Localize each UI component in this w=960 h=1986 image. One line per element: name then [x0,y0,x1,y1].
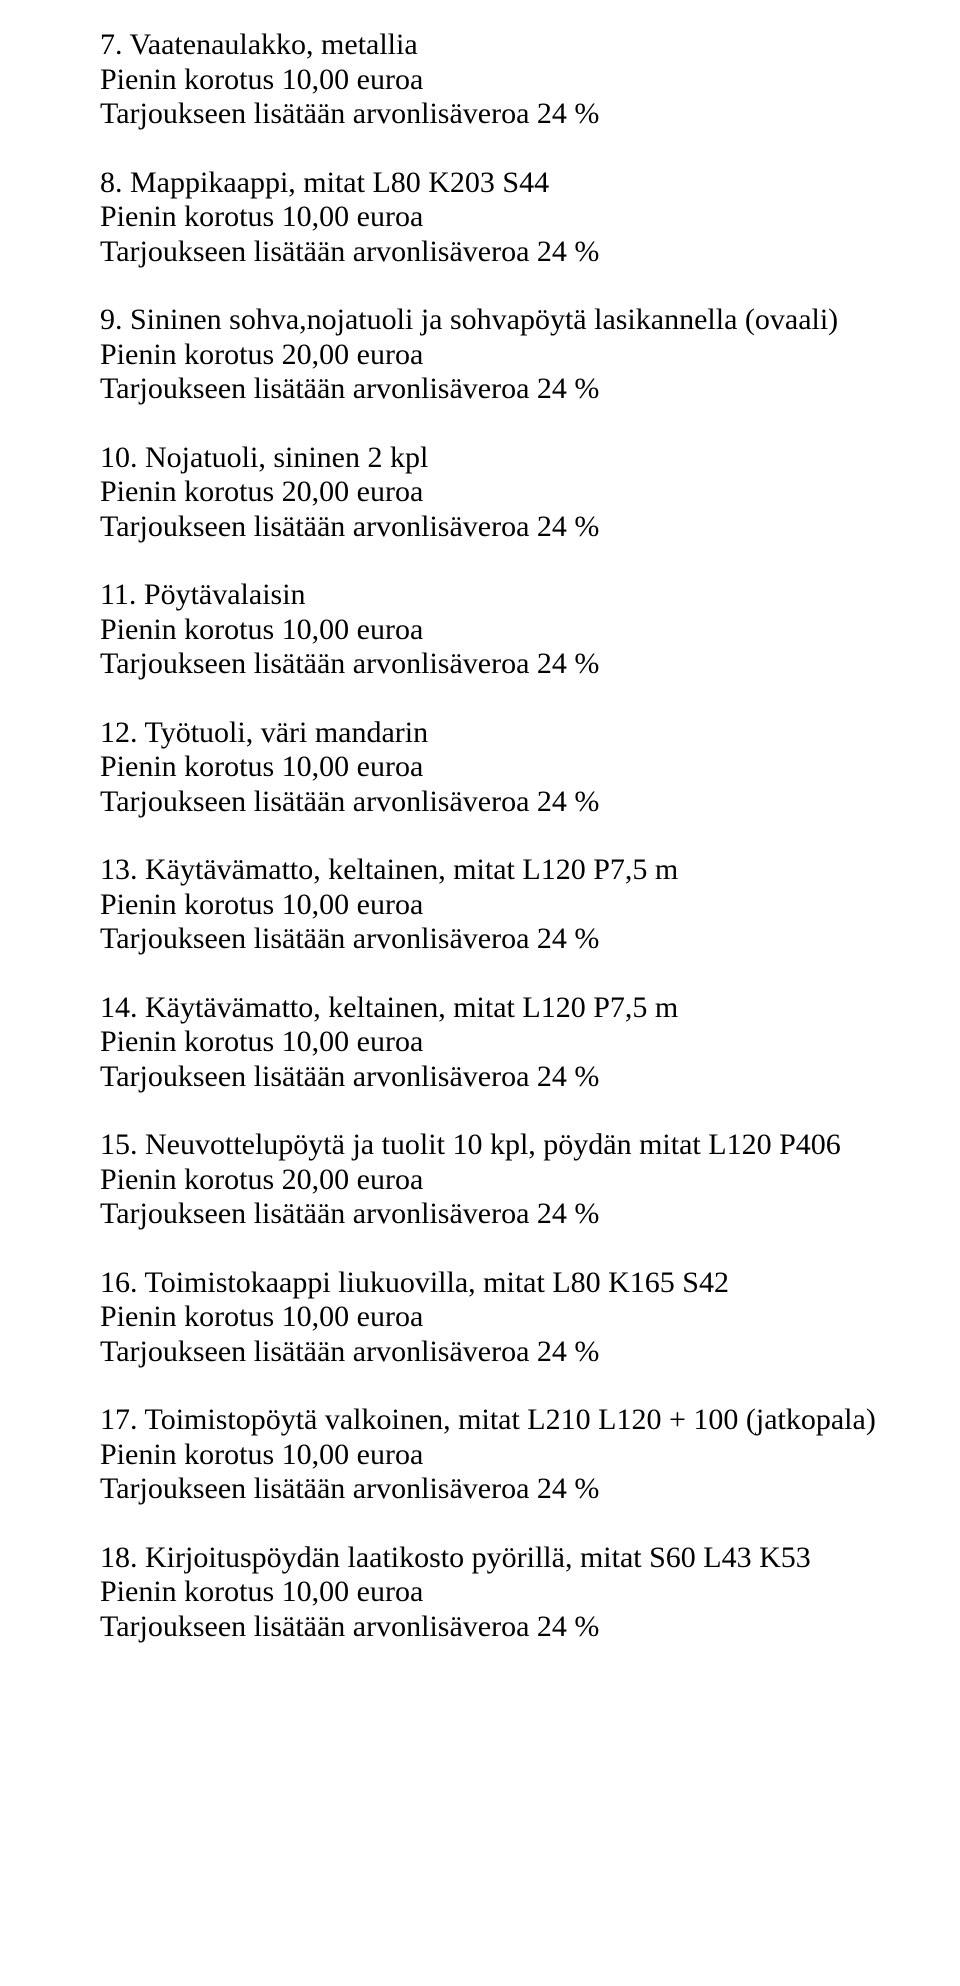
list-item: 16. Toimistokaappi liukuovilla, mitat L8… [100,1266,900,1370]
item-vat: Tarjoukseen lisätään arvonlisäveroa 24 % [100,647,900,682]
list-item: 13. Käytävämatto, keltainen, mitat L120 … [100,853,900,957]
list-item: 12. Työtuoli, väri mandarinPienin korotu… [100,716,900,820]
item-korotus: Pienin korotus 10,00 euroa [100,888,900,923]
item-title: 18. Kirjoituspöydän laatikosto pyörillä,… [100,1541,900,1576]
item-title: 14. Käytävämatto, keltainen, mitat L120 … [100,991,900,1026]
item-vat: Tarjoukseen lisätään arvonlisäveroa 24 % [100,785,900,820]
item-korotus: Pienin korotus 10,00 euroa [100,1575,900,1610]
item-vat: Tarjoukseen lisätään arvonlisäveroa 24 % [100,97,900,132]
document-body: 7. Vaatenaulakko, metalliaPienin korotus… [100,28,900,1644]
item-title: 11. Pöytävalaisin [100,578,900,613]
list-item: 10. Nojatuoli, sininen 2 kplPienin korot… [100,441,900,545]
item-title: 12. Työtuoli, väri mandarin [100,716,900,751]
list-item: 11. PöytävalaisinPienin korotus 10,00 eu… [100,578,900,682]
item-vat: Tarjoukseen lisätään arvonlisäveroa 24 % [100,1060,900,1095]
item-title: 15. Neuvottelupöytä ja tuolit 10 kpl, pö… [100,1128,900,1163]
item-title: 10. Nojatuoli, sininen 2 kpl [100,441,900,476]
item-vat: Tarjoukseen lisätään arvonlisäveroa 24 % [100,1335,900,1370]
item-title: 16. Toimistokaappi liukuovilla, mitat L8… [100,1266,900,1301]
item-korotus: Pienin korotus 10,00 euroa [100,200,900,235]
item-vat: Tarjoukseen lisätään arvonlisäveroa 24 % [100,1472,900,1507]
item-title: 8. Mappikaappi, mitat L80 K203 S44 [100,166,900,201]
item-korotus: Pienin korotus 10,00 euroa [100,63,900,98]
item-title: 9. Sininen sohva,nojatuoli ja sohvapöytä… [100,303,900,338]
list-item: 9. Sininen sohva,nojatuoli ja sohvapöytä… [100,303,900,407]
item-vat: Tarjoukseen lisätään arvonlisäveroa 24 % [100,1610,900,1645]
item-korotus: Pienin korotus 10,00 euroa [100,1025,900,1060]
item-vat: Tarjoukseen lisätään arvonlisäveroa 24 % [100,1197,900,1232]
item-korotus: Pienin korotus 20,00 euroa [100,475,900,510]
item-korotus: Pienin korotus 10,00 euroa [100,750,900,785]
item-korotus: Pienin korotus 20,00 euroa [100,1163,900,1198]
list-item: 7. Vaatenaulakko, metalliaPienin korotus… [100,28,900,132]
item-title: 17. Toimistopöytä valkoinen, mitat L210 … [100,1403,900,1438]
list-item: 8. Mappikaappi, mitat L80 K203 S44Pienin… [100,166,900,270]
item-vat: Tarjoukseen lisätään arvonlisäveroa 24 % [100,372,900,407]
item-vat: Tarjoukseen lisätään arvonlisäveroa 24 % [100,510,900,545]
item-korotus: Pienin korotus 10,00 euroa [100,1300,900,1335]
item-title: 13. Käytävämatto, keltainen, mitat L120 … [100,853,900,888]
list-item: 18. Kirjoituspöydän laatikosto pyörillä,… [100,1541,900,1645]
list-item: 17. Toimistopöytä valkoinen, mitat L210 … [100,1403,900,1507]
list-item: 15. Neuvottelupöytä ja tuolit 10 kpl, pö… [100,1128,900,1232]
item-korotus: Pienin korotus 10,00 euroa [100,613,900,648]
item-korotus: Pienin korotus 20,00 euroa [100,338,900,373]
list-item: 14. Käytävämatto, keltainen, mitat L120 … [100,991,900,1095]
item-vat: Tarjoukseen lisätään arvonlisäveroa 24 % [100,922,900,957]
item-korotus: Pienin korotus 10,00 euroa [100,1438,900,1473]
item-vat: Tarjoukseen lisätään arvonlisäveroa 24 % [100,235,900,270]
item-title: 7. Vaatenaulakko, metallia [100,28,900,63]
